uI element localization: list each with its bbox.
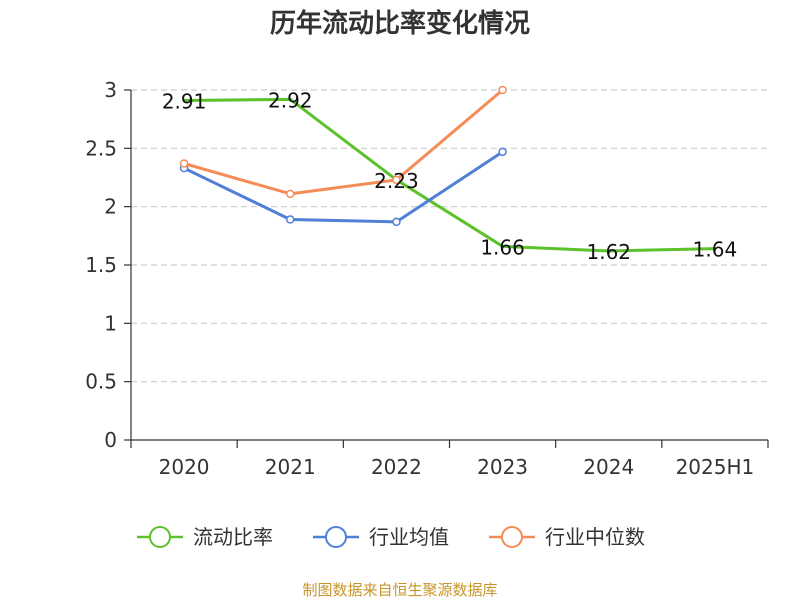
y-tick-label: 2.5 <box>85 136 117 160</box>
data-label: 1.62 <box>586 240 631 264</box>
data-point <box>179 159 189 168</box>
x-tick-label: 2020 <box>159 455 210 479</box>
data-labels: 2.91 2.92 2.23 1.66 1.62 1.64 <box>162 88 737 264</box>
legend-label: 行业均值 <box>369 525 449 549</box>
y-tick-label: 1.5 <box>85 253 117 277</box>
series-line <box>182 88 505 196</box>
axes: 0 0.5 1 1.5 2 2.5 3 2020 2021 2022 2023 2024 2025H1 <box>85 78 769 479</box>
y-tick-label: 0.5 <box>85 370 117 394</box>
x-tick-label: 2022 <box>371 455 422 479</box>
data-point <box>498 85 507 95</box>
grid <box>131 89 768 383</box>
x-tick-label: 2021 <box>265 455 316 479</box>
data-point <box>392 217 401 227</box>
data-label: 1.66 <box>480 235 525 259</box>
data-label: 2.92 <box>268 88 313 112</box>
series-line <box>182 150 505 224</box>
legend-label: 流动比率 <box>193 525 273 549</box>
data-label: 2.23 <box>374 169 419 193</box>
series-line <box>182 97 717 253</box>
legend-item[interactable]: 行业中位数 <box>489 525 645 549</box>
data-point <box>286 215 295 224</box>
y-tick-label: 0 <box>104 428 117 452</box>
data-label: 1.64 <box>693 238 738 262</box>
source-note: 制图数据来自恒生聚源数据库 <box>302 581 497 599</box>
legend-item[interactable]: 流动比率 <box>137 525 273 549</box>
legend-marker <box>501 526 523 548</box>
chart-title: 历年流动比率变化情况 <box>270 8 530 39</box>
legend-label: 行业中位数 <box>545 525 645 549</box>
legend[interactable]: 流动比率 行业均值 行业中位数 <box>137 525 645 549</box>
x-tick-label: 2024 <box>583 455 634 479</box>
data-label: 2.91 <box>162 90 207 114</box>
data-point <box>392 175 401 185</box>
y-tick-label: 3 <box>104 78 117 102</box>
y-tick-label: 1 <box>104 311 117 335</box>
legend-marker <box>325 526 347 548</box>
x-tick-label: 2025H1 <box>676 455 755 479</box>
series <box>179 85 717 253</box>
legend-item[interactable]: 行业均值 <box>313 525 449 549</box>
data-point <box>498 147 507 157</box>
data-point <box>286 189 295 199</box>
y-tick-label: 2 <box>104 195 117 219</box>
x-tick-label: 2023 <box>477 455 528 479</box>
legend-marker <box>149 526 171 548</box>
